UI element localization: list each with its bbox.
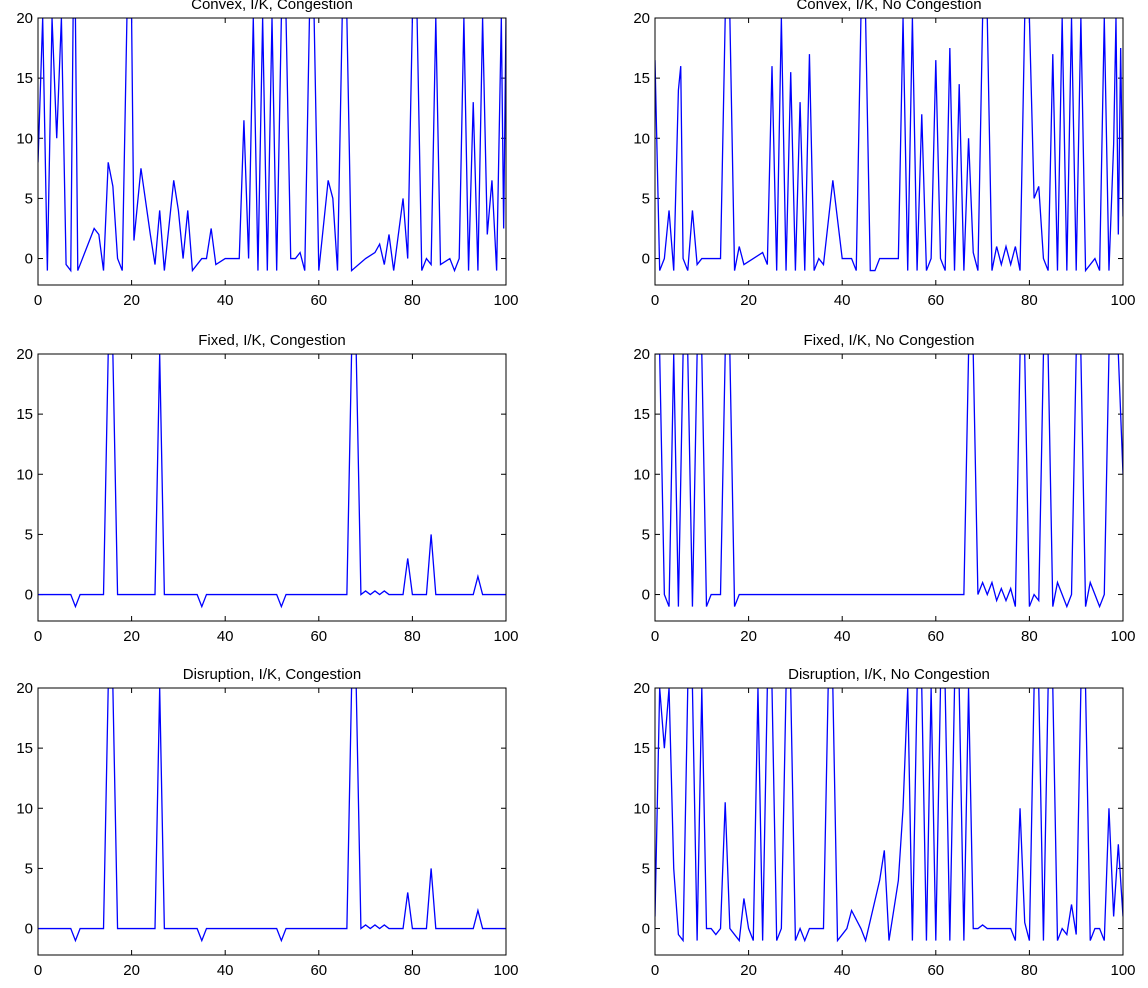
x-tick-label: 100 [1110, 962, 1135, 979]
y-tick-label: 0 [25, 251, 33, 268]
x-tick-label: 60 [310, 292, 327, 309]
x-tick-label: 60 [310, 628, 327, 645]
x-tick-label: 40 [217, 962, 234, 979]
x-tick-label: 0 [651, 292, 659, 309]
y-tick-label: 15 [16, 406, 33, 423]
subplot-title: Fixed, I/K, No Congestion [804, 332, 975, 349]
y-tick-label: 0 [25, 921, 33, 938]
x-tick-label: 100 [493, 962, 518, 979]
plot-area [38, 18, 506, 285]
x-tick-label: 0 [651, 628, 659, 645]
y-tick-label: 0 [642, 921, 650, 938]
plot-area [38, 688, 506, 955]
x-tick-label: 20 [123, 628, 140, 645]
axes-frame [37, 687, 507, 956]
axes-frame [37, 353, 507, 622]
y-tick-label: 20 [633, 680, 650, 697]
y-tick-label: 15 [633, 406, 650, 423]
y-tick-label: 15 [16, 740, 33, 757]
x-tick-label: 40 [217, 628, 234, 645]
axes-frame [654, 353, 1124, 622]
subplot-title: Convex, I/K, No Congestion [796, 0, 981, 13]
y-tick-label: 15 [633, 70, 650, 87]
y-tick-label: 5 [25, 860, 33, 877]
x-tick-label: 40 [217, 292, 234, 309]
y-tick-label: 20 [16, 10, 33, 27]
y-tick-label: 15 [16, 70, 33, 87]
data-line [38, 688, 506, 943]
x-tick-label: 80 [404, 628, 421, 645]
x-tick-label: 100 [493, 292, 518, 309]
y-tick-label: 10 [633, 466, 650, 483]
axes-frame [654, 687, 1124, 956]
data-line [655, 688, 1123, 943]
y-tick-label: 5 [25, 526, 33, 543]
x-tick-label: 60 [927, 628, 944, 645]
x-tick-label: 80 [1021, 962, 1038, 979]
y-tick-label: 5 [642, 860, 650, 877]
y-tick-label: 10 [16, 800, 33, 817]
x-tick-label: 60 [927, 962, 944, 979]
y-tick-label: 5 [642, 526, 650, 543]
x-tick-label: 60 [927, 292, 944, 309]
plot-area [655, 688, 1123, 955]
y-tick-label: 10 [16, 466, 33, 483]
subplot: Fixed, I/K, No Congestion 0 5 10 15 20 0 20 40 60… [633, 332, 1135, 645]
x-tick-label: 0 [651, 962, 659, 979]
y-tick-label: 10 [633, 800, 650, 817]
x-tick-label: 20 [740, 292, 757, 309]
y-tick-label: 5 [25, 190, 33, 207]
subplot: Fixed, I/K, Congestion 0 5 10 15 20 0 20 40 60 80 1… [16, 332, 518, 645]
data-line [38, 354, 506, 609]
x-tick-label: 0 [34, 628, 42, 645]
y-tick-label: 0 [642, 251, 650, 268]
axes-frame [654, 17, 1124, 286]
y-tick-label: 20 [16, 346, 33, 363]
x-tick-label: 40 [834, 962, 851, 979]
data-line [655, 354, 1123, 609]
x-tick-label: 60 [310, 962, 327, 979]
data-line [655, 18, 1123, 273]
x-tick-label: 100 [1110, 628, 1135, 645]
y-tick-label: 0 [642, 587, 650, 604]
x-tick-label: 0 [34, 292, 42, 309]
y-tick-label: 10 [16, 130, 33, 147]
x-tick-label: 40 [834, 628, 851, 645]
y-tick-label: 10 [633, 130, 650, 147]
subplot-title: Fixed, I/K, Congestion [198, 332, 346, 349]
data-line [38, 18, 506, 273]
subplot-title: Convex, I/K, Congestion [191, 0, 353, 13]
x-tick-label: 20 [123, 292, 140, 309]
x-tick-label: 80 [404, 962, 421, 979]
x-tick-label: 80 [404, 292, 421, 309]
x-tick-label: 20 [740, 628, 757, 645]
x-tick-label: 20 [740, 962, 757, 979]
y-tick-label: 5 [642, 190, 650, 207]
x-tick-label: 100 [493, 628, 518, 645]
subplot-title: Disruption, I/K, No Congestion [788, 666, 990, 683]
axes-frame [37, 17, 507, 286]
y-tick-label: 20 [633, 10, 650, 27]
y-tick-label: 20 [633, 346, 650, 363]
subplot-title: Disruption, I/K, Congestion [183, 666, 361, 683]
plot-area [38, 354, 506, 621]
y-tick-label: 15 [633, 740, 650, 757]
subplot: Convex, I/K, No Congestion 0 5 10 15 20 0 20 40 6… [633, 0, 1135, 309]
x-tick-label: 20 [123, 962, 140, 979]
subplot: Disruption, I/K, Congestion 0 5 10 15 20 0 20 40… [16, 666, 518, 979]
x-tick-label: 0 [34, 962, 42, 979]
x-tick-label: 80 [1021, 292, 1038, 309]
x-tick-label: 40 [834, 292, 851, 309]
x-tick-label: 100 [1110, 292, 1135, 309]
y-tick-label: 0 [25, 587, 33, 604]
subplot: Disruption, I/K, No Congestion 0 5 10 15 20 0 2… [633, 666, 1135, 979]
y-tick-label: 20 [16, 680, 33, 697]
x-tick-label: 80 [1021, 628, 1038, 645]
subplot: Convex, I/K, Congestion 0 5 10 15 20 0 20 40 60 80… [16, 0, 518, 309]
